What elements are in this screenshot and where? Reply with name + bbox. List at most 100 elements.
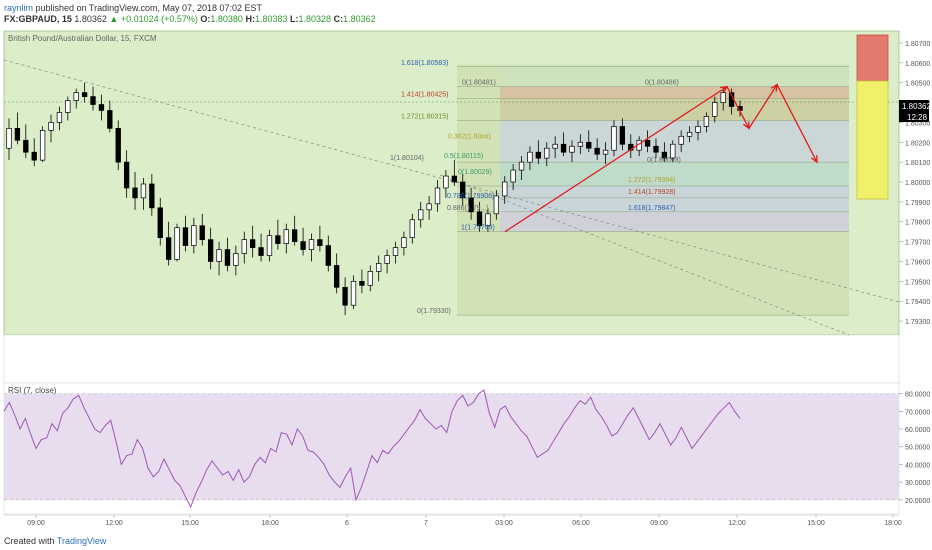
rsi-tick-label: 80.0000 <box>905 392 930 399</box>
candle-body <box>560 143 567 153</box>
last-price-marker <box>899 100 929 111</box>
fib-retracement-label: 1(1.80104) <box>390 155 424 162</box>
fibonacci-zones <box>4 64 899 316</box>
candle-body <box>334 265 340 288</box>
candle-body <box>451 175 457 183</box>
high-label: H: <box>245 14 255 24</box>
fib-level-band <box>500 185 849 212</box>
fib-retracement-label: 0(1.79330) <box>417 308 451 315</box>
candle-body <box>586 141 592 149</box>
candle-body <box>426 203 432 211</box>
candle-body <box>468 197 474 213</box>
price-tick-label: 1.80700 <box>905 41 930 48</box>
rsi-tick-label: 50.0000 <box>905 445 930 452</box>
tradingview-logo[interactable]: TradingView <box>56 536 107 546</box>
price-tick-label: 1.80500 <box>905 81 930 88</box>
last-price-label: 1.80362 <box>902 102 931 111</box>
projection-arrows <box>504 83 818 233</box>
candle-body <box>325 245 331 266</box>
last-price-tag: 1.80362 12:28 <box>899 100 931 122</box>
candle-body <box>678 135 684 145</box>
candle-body <box>552 143 558 149</box>
candle-body <box>510 169 516 183</box>
candle-body <box>300 241 306 250</box>
candle-body <box>544 147 550 159</box>
candle-body <box>392 247 399 256</box>
descending-trendline <box>3 59 900 303</box>
candle-body <box>384 255 390 264</box>
price-tick-label: 1.80600 <box>905 61 930 68</box>
candle-body <box>73 92 79 101</box>
low-value: 1.80328 <box>298 14 332 24</box>
fib-level-labels: 1.618(1.80583) 1.414(1.80425) 1.272(1.8031… <box>390 60 681 315</box>
fib-extension-label: 1.272(1.79994) <box>628 177 675 184</box>
candle-body <box>535 151 542 159</box>
candle-body <box>376 263 382 272</box>
candle-body <box>292 229 298 242</box>
fib-retracement-label: 0(1.80481) <box>462 80 496 87</box>
candle-body <box>48 122 54 131</box>
rsi-tick-label: 40.0000 <box>905 462 930 469</box>
time-tick-label: 15:00 <box>181 520 199 527</box>
candle-body <box>258 247 264 256</box>
fib-level-band <box>500 64 849 87</box>
candle-body <box>107 110 113 129</box>
price-tick-label: 1.80000 <box>905 180 930 187</box>
price-tick-label: 1.80100 <box>905 160 930 167</box>
risk-reward-box <box>856 34 889 200</box>
time-tick-label: 18:00 <box>261 520 279 527</box>
stop-loss-zone <box>856 34 889 82</box>
channel-trendline <box>439 174 850 336</box>
open-value: 1.80380 <box>210 14 243 24</box>
candle-body <box>653 145 659 153</box>
close-value: 1.80362 <box>343 14 376 24</box>
arrow-head <box>742 121 750 130</box>
candle-body <box>123 161 130 189</box>
open-label: O: <box>200 14 211 24</box>
username-link[interactable]: raynlim <box>4 3 34 13</box>
candle-body <box>115 128 121 163</box>
candle-body <box>527 151 533 163</box>
publish-info: published on TradingView.com, May 07, 20… <box>35 3 263 13</box>
price-tick-label: 1.79400 <box>905 299 930 306</box>
fib-retracement-label: 0(1.80029) <box>458 169 492 176</box>
price-tick-label: 1.80200 <box>905 140 930 147</box>
candle-body <box>165 237 172 260</box>
time-tick-label: 03:00 <box>495 520 513 527</box>
publish-header: raynlim published on TradingView.com, Ma… <box>4 3 262 13</box>
candle-body <box>207 239 214 262</box>
candle-body <box>476 211 483 227</box>
candle-body <box>39 129 46 161</box>
price-tick-label: 1.79500 <box>905 279 930 286</box>
candle-body <box>157 207 163 238</box>
candle-body <box>90 96 96 105</box>
candle-body <box>224 249 231 266</box>
fib-retracement-label: 0.5(1.80115) <box>444 153 483 160</box>
fib-extension-label: 1.618(1.79847) <box>628 205 675 212</box>
fib-retracement-label: 0.786(1.79906) <box>447 193 494 200</box>
time-tick-label: 06:00 <box>572 520 590 527</box>
fib-retracement-label: 0.382(1.80xx) <box>448 133 491 140</box>
change-text: ▲ +0.01024 (+0.57%) <box>109 14 198 24</box>
time-tick-label: 12:00 <box>105 520 123 527</box>
candle-body <box>132 187 138 199</box>
candle-body <box>518 161 525 171</box>
candle-body <box>502 181 508 197</box>
candle-body <box>485 213 491 227</box>
arrow-head <box>719 85 729 93</box>
candle-body <box>250 239 256 248</box>
close-label: C: <box>333 14 344 24</box>
candle-body <box>149 183 155 209</box>
time-tick-label: 12:00 <box>728 520 746 527</box>
candle-body <box>359 281 365 286</box>
candle-body <box>644 139 651 147</box>
price-tick-label: 1.79300 <box>905 319 930 326</box>
candle-body <box>233 253 239 266</box>
fib-extension-label: 0(1.80093) <box>647 157 681 164</box>
candle-body <box>182 227 189 246</box>
rsi-band <box>4 393 899 500</box>
price-tick-label: 1.79800 <box>905 220 930 227</box>
countdown-marker <box>899 111 929 122</box>
high-value: 1.80383 <box>254 14 288 24</box>
